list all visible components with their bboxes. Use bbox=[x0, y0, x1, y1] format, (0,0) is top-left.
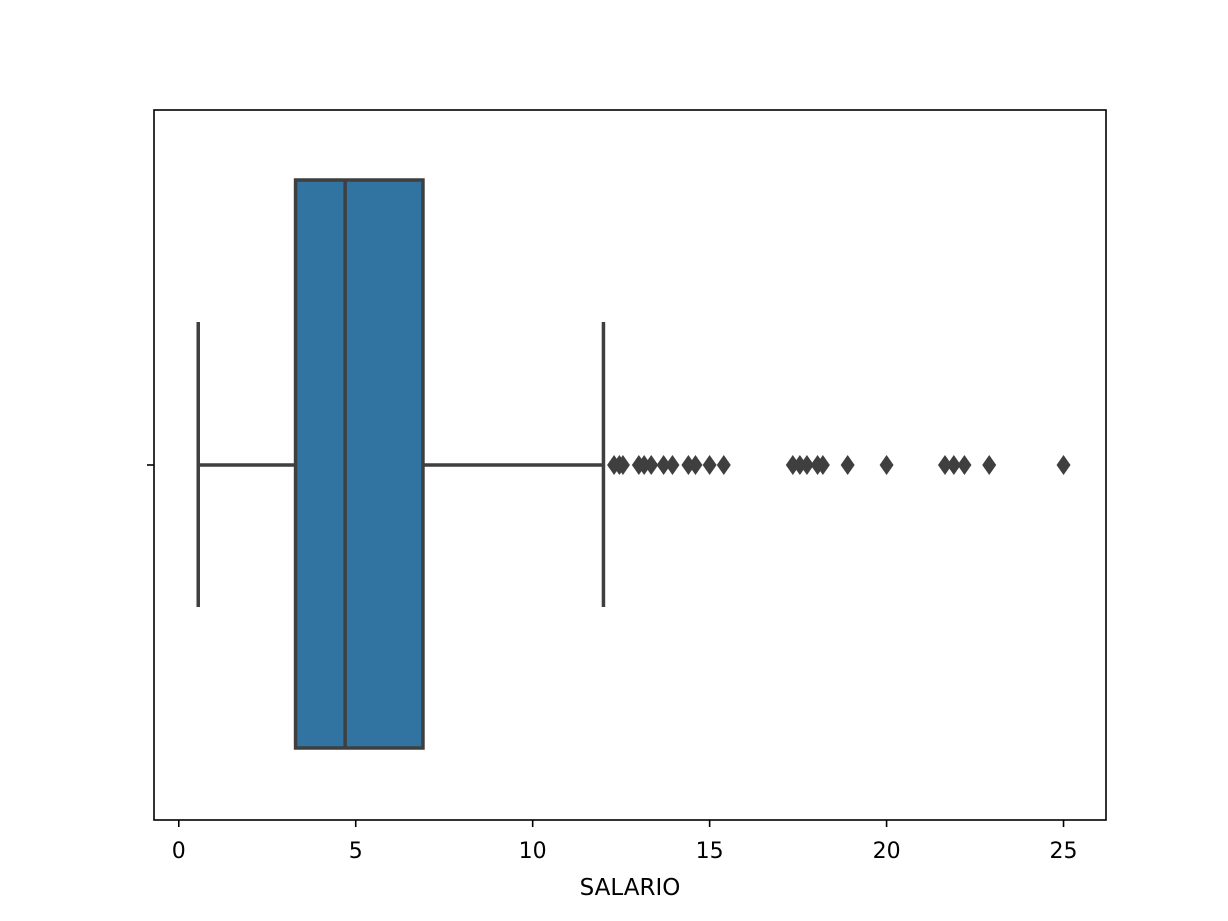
outlier-point bbox=[815, 455, 830, 475]
outlier-point bbox=[615, 455, 630, 475]
iqr-box bbox=[293, 178, 425, 750]
outlier-point bbox=[665, 455, 680, 475]
x-axis-label: SALARIO bbox=[580, 875, 681, 901]
x-tick-label: 20 bbox=[873, 839, 901, 864]
outlier-point bbox=[957, 455, 972, 475]
outlier-point bbox=[937, 455, 952, 475]
outlier-point bbox=[785, 455, 800, 475]
x-tick-label: 10 bbox=[519, 839, 547, 864]
outlier-point bbox=[840, 455, 855, 475]
outlier-point bbox=[637, 455, 652, 475]
x-tick-label: 0 bbox=[172, 839, 186, 864]
outlier-point bbox=[1056, 455, 1071, 475]
outlier-point bbox=[792, 455, 807, 475]
outlier-point bbox=[982, 455, 997, 475]
x-tick-label: 5 bbox=[349, 839, 363, 864]
outlier-point bbox=[879, 455, 894, 475]
outlier-point bbox=[656, 455, 671, 475]
outlier-point bbox=[681, 455, 696, 475]
x-tick-label: 25 bbox=[1050, 839, 1078, 864]
outlier-point bbox=[716, 455, 731, 475]
x-tick-label: 15 bbox=[696, 839, 724, 864]
outlier-point bbox=[702, 455, 717, 475]
x-axis: 0 5 10 15 20 25 bbox=[172, 820, 1078, 864]
chart-marks bbox=[196, 178, 1071, 750]
outlier-point bbox=[799, 455, 814, 475]
outlier-point bbox=[946, 455, 961, 475]
outlier-point bbox=[644, 455, 659, 475]
outlier-point bbox=[688, 455, 703, 475]
